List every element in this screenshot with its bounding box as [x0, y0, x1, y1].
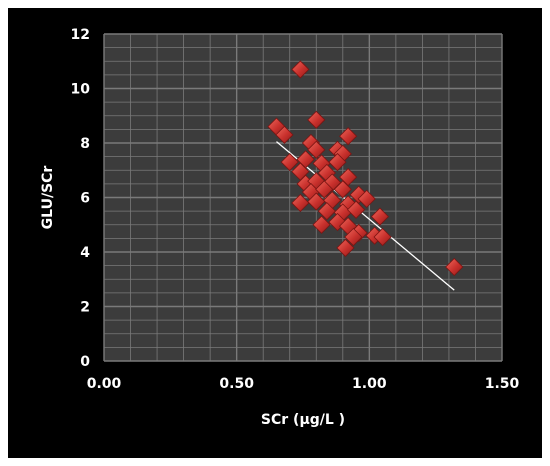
data-point — [347, 200, 366, 219]
data-point — [307, 192, 326, 211]
y-tick-label: 4 — [80, 245, 90, 261]
y-tick-label: 10 — [71, 82, 91, 98]
x-tick-label: 0.00 — [87, 376, 122, 392]
y-axis-title: GLU/SCr — [40, 166, 56, 230]
data-point — [317, 202, 336, 221]
data-point — [315, 180, 334, 199]
y-axis-ticks: 0 2 4 6 8 10 12 — [71, 27, 91, 370]
x-tick-label: 1.00 — [352, 376, 387, 392]
y-tick-label: 6 — [80, 191, 90, 207]
data-point — [291, 162, 310, 181]
data-point — [333, 180, 352, 199]
data-point — [291, 60, 310, 79]
data-point — [339, 167, 358, 187]
data-point — [291, 193, 310, 213]
data-point — [312, 215, 331, 234]
y-tick-label: 12 — [71, 27, 90, 43]
data-point — [336, 238, 355, 257]
y-tick-label: 8 — [80, 136, 90, 152]
data-point — [370, 207, 390, 226]
data-point — [357, 189, 376, 208]
gridlines — [103, 33, 503, 362]
y-tick-label: 2 — [80, 300, 90, 316]
data-point — [445, 257, 464, 277]
data-point — [373, 227, 392, 247]
data-point — [344, 227, 363, 247]
data-point — [328, 153, 347, 172]
data-point — [280, 153, 299, 172]
data-point — [275, 125, 294, 144]
data-point — [307, 140, 326, 159]
x-tick-label: 0.50 — [219, 376, 254, 392]
data-point — [339, 127, 358, 146]
x-tick-label: 1.50 — [485, 376, 520, 392]
y-tick-label: 0 — [80, 354, 90, 370]
data-point — [307, 110, 326, 129]
x-axis-ticks: 0.00 0.50 1.00 1.50 — [87, 376, 520, 392]
x-axis-title: SCr (μg/L ) — [261, 412, 345, 428]
data-points — [267, 60, 464, 277]
data-point — [296, 150, 315, 169]
